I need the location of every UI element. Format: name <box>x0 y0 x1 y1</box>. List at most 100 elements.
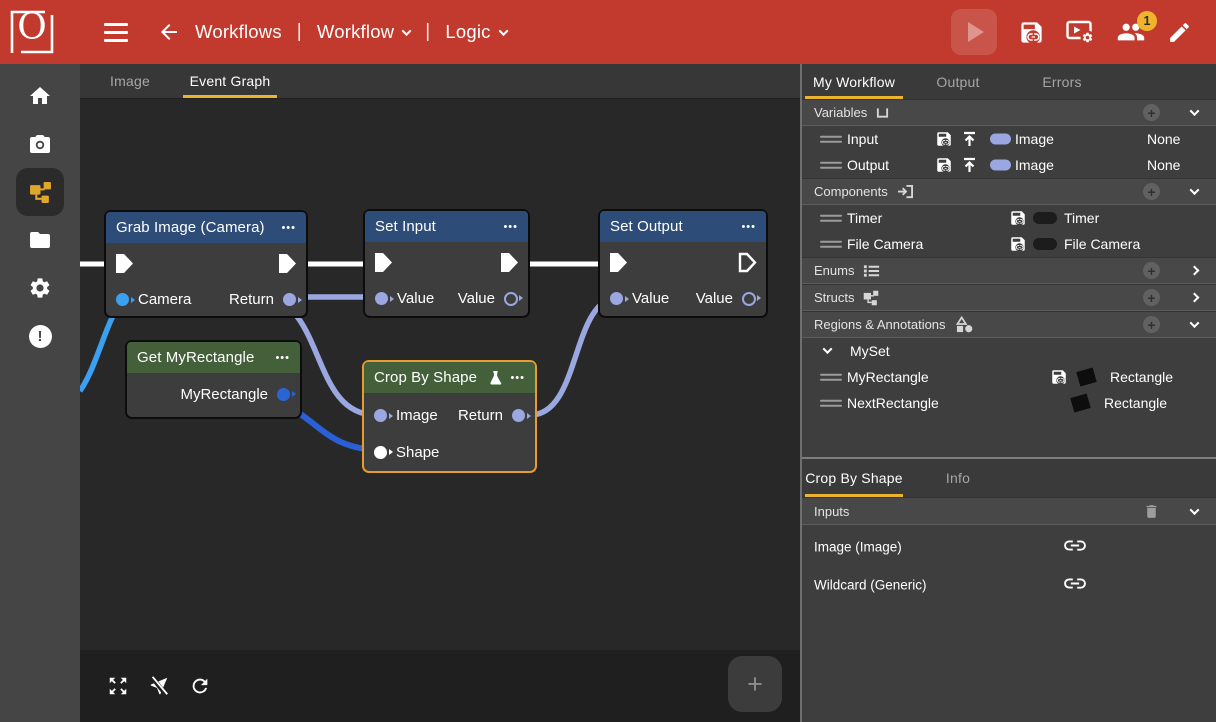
input-pin-value[interactable] <box>610 292 629 305</box>
saved-link-icon[interactable] <box>935 156 953 174</box>
input-pin-shape[interactable] <box>374 445 393 459</box>
app-logo[interactable]: O <box>0 0 64 64</box>
nav-camera-button[interactable] <box>16 120 64 168</box>
nav-workflows-button[interactable] <box>16 168 64 216</box>
input-pin-image[interactable] <box>374 409 393 422</box>
output-pin-value[interactable] <box>504 291 523 306</box>
tab-image[interactable]: Image <box>110 73 150 89</box>
delete-node-button[interactable] <box>1143 503 1160 520</box>
tab-my-workflow[interactable]: My Workflow <box>802 64 906 99</box>
node-grab-image[interactable]: Grab Image (Camera) ••• Camera Return <box>104 210 308 318</box>
region-row-myrectangle[interactable]: MyRectangle Rectangle <box>802 364 1216 390</box>
section-inputs[interactable]: Inputs <box>802 497 1216 525</box>
add-struct-button[interactable]: + <box>1143 289 1160 306</box>
output-pin-return[interactable] <box>512 409 531 422</box>
variable-row-output[interactable]: Output Image None <box>802 152 1216 178</box>
breadcrumb-workflows[interactable]: Workflows <box>195 21 282 42</box>
refresh-button[interactable] <box>188 674 212 698</box>
chevron-down-icon[interactable] <box>1189 504 1200 515</box>
drag-handle[interactable] <box>820 371 842 384</box>
expose-up-icon[interactable] <box>962 157 977 173</box>
exec-in-pin[interactable] <box>608 251 629 274</box>
add-component-button[interactable]: + <box>1143 183 1160 200</box>
tab-errors[interactable]: Errors <box>1042 73 1082 90</box>
exec-out-pin[interactable] <box>737 251 758 274</box>
add-node-button[interactable]: + <box>728 656 782 712</box>
node-menu-icon[interactable]: ••• <box>510 371 525 384</box>
add-enum-button[interactable]: + <box>1143 262 1160 279</box>
node-menu-icon[interactable]: ••• <box>741 220 756 233</box>
exec-in-pin[interactable] <box>373 251 394 274</box>
input-pin-value[interactable] <box>375 292 394 305</box>
drag-handle[interactable] <box>820 238 842 251</box>
nav-home-button[interactable] <box>16 72 64 120</box>
node-menu-icon[interactable]: ••• <box>275 351 290 364</box>
node-menu-icon[interactable]: ••• <box>503 220 518 233</box>
add-variable-button[interactable]: + <box>1143 104 1160 121</box>
breadcrumb-workflow-dropdown[interactable]: Workflow <box>317 21 412 43</box>
chevron-right-icon[interactable] <box>1189 265 1200 276</box>
menu-hamburger-icon[interactable] <box>103 22 129 42</box>
chevron-right-icon[interactable] <box>1189 292 1200 303</box>
section-structs[interactable]: Structs + <box>802 284 1216 311</box>
link-connection-button[interactable] <box>1064 539 1086 555</box>
tab-crop-by-shape[interactable]: Crop By Shape <box>802 459 906 497</box>
saved-link-icon[interactable] <box>1009 209 1027 227</box>
edit-button[interactable] <box>1167 20 1192 45</box>
drag-handle[interactable] <box>820 212 842 225</box>
event-graph-viewport[interactable]: Grab Image (Camera) ••• Camera Return <box>80 99 800 722</box>
section-variables[interactable]: Variables + <box>802 99 1216 126</box>
tab-event-graph[interactable]: Event Graph <box>180 64 280 98</box>
section-enums[interactable]: Enums + <box>802 257 1216 284</box>
drag-handle[interactable] <box>820 133 842 146</box>
users-button[interactable]: 1 <box>1116 11 1157 44</box>
component-row-file-camera[interactable]: File Camera File Camera <box>802 231 1216 257</box>
graph-canvas-area: Image Event Graph Grab Image <box>80 64 800 722</box>
fit-view-button[interactable] <box>106 674 130 698</box>
node-set-output[interactable]: Set Output ••• Value Value <box>598 209 768 318</box>
breadcrumb-logic-dropdown[interactable]: Logic <box>445 21 509 43</box>
node-crop-by-shape[interactable]: Crop By Shape ••• Image Return Shape <box>362 360 537 473</box>
output-pin-return[interactable] <box>283 293 302 306</box>
node-get-myrectangle[interactable]: Get MyRectangle ••• MyRectangle <box>125 340 302 419</box>
chevron-down-icon[interactable] <box>1189 185 1200 196</box>
saved-link-icon[interactable] <box>935 130 953 148</box>
chevron-down-icon[interactable] <box>1189 106 1200 117</box>
add-region-button[interactable]: + <box>1143 316 1160 333</box>
region-row-nextrectangle[interactable]: NextRectangle Rectangle <box>802 390 1216 416</box>
input-pin-camera[interactable] <box>116 293 135 306</box>
section-title: Enums <box>814 263 855 278</box>
output-pin-myrectangle[interactable] <box>277 387 296 401</box>
drag-handle[interactable] <box>820 397 842 410</box>
input-row-wildcard[interactable]: Wildcard (Generic) <box>802 569 1216 601</box>
tab-info[interactable]: Info <box>945 470 971 486</box>
saved-link-icon[interactable] <box>1009 235 1027 253</box>
display-settings-button[interactable] <box>1066 20 1095 45</box>
node-set-input[interactable]: Set Input ••• Value Value <box>363 209 530 318</box>
saved-link-icon[interactable] <box>1050 368 1068 386</box>
run-workflow-button[interactable] <box>951 9 997 55</box>
output-pin-value[interactable] <box>742 291 761 306</box>
nav-settings-button[interactable] <box>16 264 64 312</box>
component-row-timer[interactable]: Timer Timer <box>802 205 1216 231</box>
region-set-row[interactable]: MySet <box>802 338 1216 364</box>
exec-out-pin[interactable] <box>499 251 520 274</box>
node-menu-icon[interactable]: ••• <box>281 221 296 234</box>
chevron-down-icon[interactable] <box>822 344 833 355</box>
exec-in-pin[interactable] <box>114 252 135 275</box>
disable-pointer-button[interactable] <box>147 674 171 698</box>
link-connection-button[interactable] <box>1064 577 1086 593</box>
tab-output[interactable]: Output <box>936 73 980 90</box>
save-link-button[interactable] <box>1018 19 1045 46</box>
nav-alerts-button[interactable]: ! <box>16 312 64 360</box>
variable-row-input[interactable]: Input Image None <box>802 126 1216 152</box>
nav-files-button[interactable] <box>16 216 64 264</box>
expose-up-icon[interactable] <box>962 131 977 147</box>
chevron-down-icon[interactable] <box>1189 318 1200 329</box>
exec-out-pin[interactable] <box>277 252 298 275</box>
section-components[interactable]: Components + <box>802 178 1216 205</box>
input-row-image[interactable]: Image (Image) <box>802 531 1216 563</box>
back-arrow-icon[interactable] <box>157 20 181 44</box>
drag-handle[interactable] <box>820 159 842 172</box>
section-regions-annotations[interactable]: Regions & Annotations + <box>802 311 1216 338</box>
